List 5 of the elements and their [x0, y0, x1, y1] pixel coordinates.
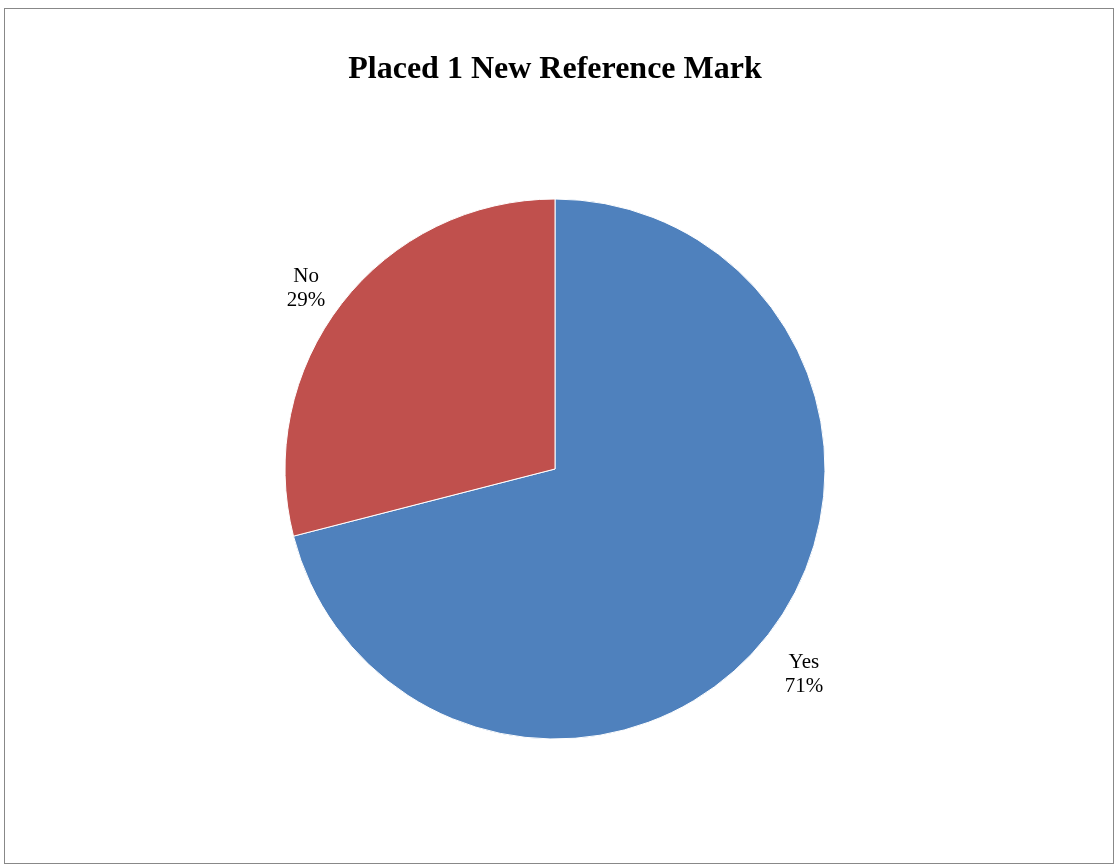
- slice-label: Yes: [788, 649, 820, 674]
- data-label: 71%: [784, 673, 824, 698]
- slice-label: No: [293, 262, 319, 287]
- data-label: 29%: [286, 286, 326, 311]
- chart-title: Placed 1 New Reference Mark: [348, 49, 762, 85]
